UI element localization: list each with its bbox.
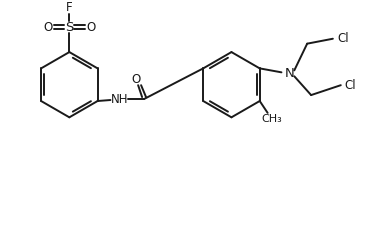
Text: F: F	[66, 1, 73, 14]
Text: S: S	[65, 21, 74, 34]
Text: Cl: Cl	[345, 79, 356, 92]
Text: NH: NH	[111, 93, 128, 106]
Text: O: O	[131, 73, 141, 86]
Text: N: N	[285, 67, 294, 80]
Text: O: O	[43, 21, 52, 34]
Text: Cl: Cl	[337, 32, 349, 45]
Text: CH₃: CH₃	[261, 114, 282, 124]
Text: O: O	[87, 21, 96, 34]
